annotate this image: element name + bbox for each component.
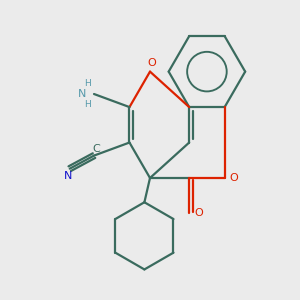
Text: H: H: [84, 100, 91, 109]
Text: H: H: [84, 79, 91, 88]
Text: O: O: [230, 173, 238, 183]
Text: N: N: [78, 89, 86, 99]
Text: O: O: [148, 58, 156, 68]
Text: C: C: [92, 144, 100, 154]
Text: N: N: [64, 171, 72, 181]
Text: O: O: [194, 208, 203, 218]
